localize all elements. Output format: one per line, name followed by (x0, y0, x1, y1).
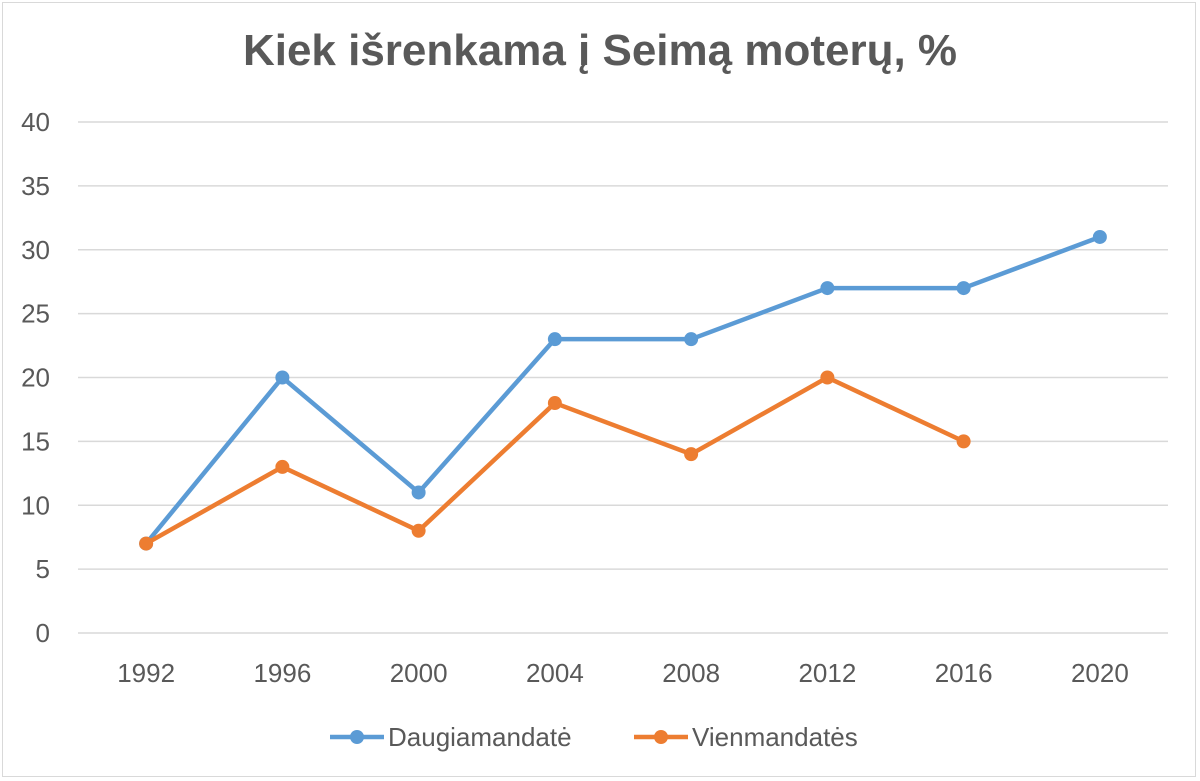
x-tick-label: 1996 (253, 658, 311, 688)
data-point (684, 332, 699, 347)
legend-label: Daugiamandatė (388, 722, 572, 752)
legend: Daugiamandatė Vienmandatės (330, 722, 858, 752)
series-layer (139, 229, 1107, 551)
y-tick-label: 20 (21, 363, 50, 393)
data-point (1092, 229, 1107, 244)
y-tick-label: 5 (36, 554, 50, 584)
data-point (275, 370, 290, 385)
y-tick-label: 10 (21, 490, 50, 520)
y-tick-label: 30 (21, 235, 50, 265)
series-2 (139, 370, 971, 551)
x-tick-label: 2000 (390, 658, 448, 688)
x-tick-label: 2004 (526, 658, 584, 688)
data-point (820, 281, 835, 296)
x-axis-ticks: 1992 1996 2000 2004 2008 2012 2016 2020 (117, 658, 1129, 688)
chart-title: Kiek išrenkama į Seimą moterų, % (242, 26, 958, 75)
data-point (956, 281, 971, 296)
data-point (139, 536, 154, 551)
legend-marker (654, 730, 668, 744)
gridlines (78, 121, 1168, 634)
legend-label: Vienmandatės (692, 722, 858, 752)
x-tick-label: 2012 (798, 658, 856, 688)
data-point (684, 447, 699, 462)
data-point (956, 434, 971, 449)
series-line (143, 234, 1103, 546)
x-tick-label: 2020 (1071, 658, 1129, 688)
y-tick-label: 25 (21, 299, 50, 329)
y-tick-label: 35 (21, 171, 50, 201)
x-tick-label: 1992 (117, 658, 175, 688)
y-tick-label: 0 (36, 618, 50, 648)
data-point (411, 523, 426, 538)
x-tick-label: 2016 (935, 658, 993, 688)
data-point (547, 332, 562, 347)
legend-item: Vienmandatės (634, 722, 858, 752)
data-point (275, 459, 290, 474)
legend-item: Daugiamandatė (330, 722, 572, 752)
legend-marker (350, 730, 364, 744)
x-tick-label: 2008 (662, 658, 720, 688)
y-tick-label: 40 (21, 107, 50, 137)
series-1 (139, 229, 1107, 551)
data-point (411, 485, 426, 500)
y-axis-ticks: 0 5 10 15 20 25 30 35 40 (21, 107, 50, 648)
y-tick-label: 15 (21, 426, 50, 456)
data-point (820, 370, 835, 385)
data-point (547, 396, 562, 411)
